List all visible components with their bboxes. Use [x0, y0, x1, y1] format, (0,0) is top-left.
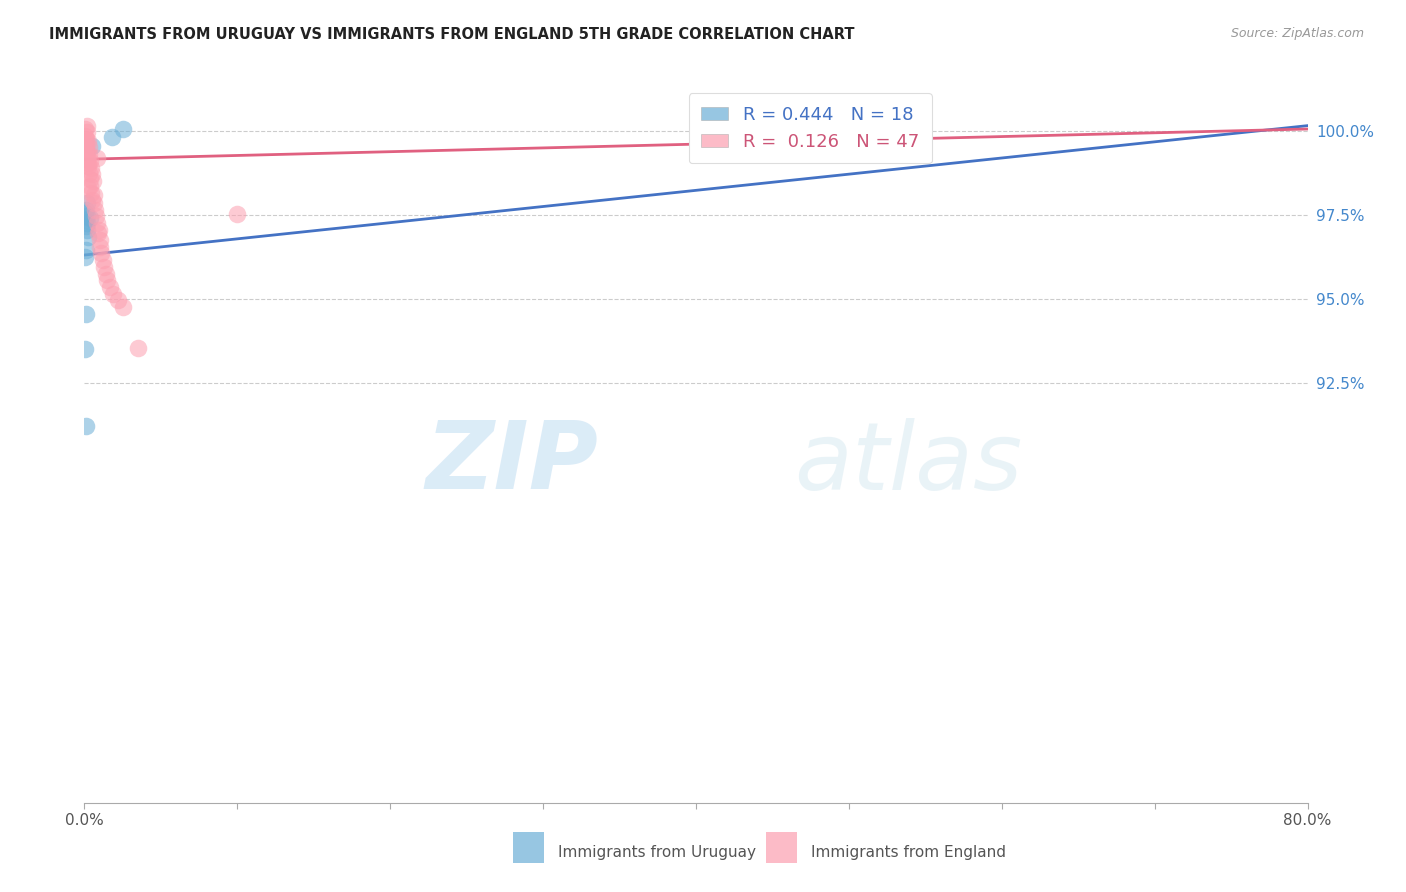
Point [111, 300, 134, 314]
Point [80, 167, 103, 181]
Point [79, 211, 101, 225]
Point [76, 210, 98, 224]
Point [89, 239, 111, 253]
Point [80, 138, 103, 153]
Point [75, 212, 97, 227]
Point [75, 128, 97, 143]
Point [93, 260, 115, 274]
Point [89, 233, 111, 247]
Point [79, 172, 101, 186]
Point [75, 202, 97, 217]
Point [79, 153, 101, 168]
Point [79, 179, 101, 194]
Text: ZIP: ZIP [425, 417, 598, 509]
Point [98, 280, 121, 294]
Point [107, 293, 129, 308]
Point [75, 342, 97, 356]
Text: Source: ZipAtlas.com: Source: ZipAtlas.com [1230, 27, 1364, 40]
Point [90, 246, 112, 260]
Point [80, 186, 103, 200]
Point [76, 155, 98, 169]
Point [127, 342, 149, 356]
Point [76, 216, 98, 230]
Text: Immigrants from Uruguay: Immigrants from Uruguay [558, 846, 756, 860]
Point [76, 153, 98, 167]
Point [75, 419, 97, 434]
Point [94, 267, 117, 281]
Point [76, 119, 98, 133]
Point [226, 207, 249, 221]
Point [82, 174, 104, 188]
Point [84, 202, 107, 217]
Point [76, 145, 98, 160]
Point [80, 161, 103, 175]
Point [75, 138, 97, 153]
Point [76, 134, 98, 148]
Point [75, 136, 97, 150]
Point [75, 206, 97, 220]
Point [101, 129, 124, 144]
Point [75, 149, 97, 163]
Point [87, 226, 110, 240]
Point [77, 159, 100, 173]
Text: Immigrants from England: Immigrants from England [811, 846, 1007, 860]
Point [76, 223, 98, 237]
Point [111, 122, 134, 136]
Point [75, 142, 97, 156]
Point [86, 216, 108, 230]
Point [91, 253, 114, 268]
Point [80, 193, 103, 207]
Point [75, 122, 97, 136]
Point [103, 286, 125, 301]
Text: IMMIGRANTS FROM URUGUAY VS IMMIGRANTS FROM ENGLAND 5TH GRADE CORRELATION CHART: IMMIGRANTS FROM URUGUAY VS IMMIGRANTS FR… [49, 27, 855, 42]
Point [83, 187, 105, 202]
Point [76, 196, 98, 211]
Point [75, 132, 97, 146]
Point [77, 140, 100, 154]
Point [84, 210, 107, 224]
Point [83, 196, 105, 211]
Point [86, 151, 108, 165]
Point [96, 273, 118, 287]
Text: atlas: atlas [794, 417, 1022, 508]
Point [75, 250, 97, 264]
Point [77, 181, 100, 195]
Point [75, 243, 97, 257]
Legend: R = 0.444   N = 18, R =  0.126   N = 47: R = 0.444 N = 18, R = 0.126 N = 47 [689, 93, 932, 163]
Point [77, 229, 100, 244]
Point [77, 166, 100, 180]
Point [75, 307, 97, 321]
Point [77, 147, 100, 161]
Point [76, 125, 98, 139]
Point [87, 223, 110, 237]
Point [75, 219, 97, 234]
